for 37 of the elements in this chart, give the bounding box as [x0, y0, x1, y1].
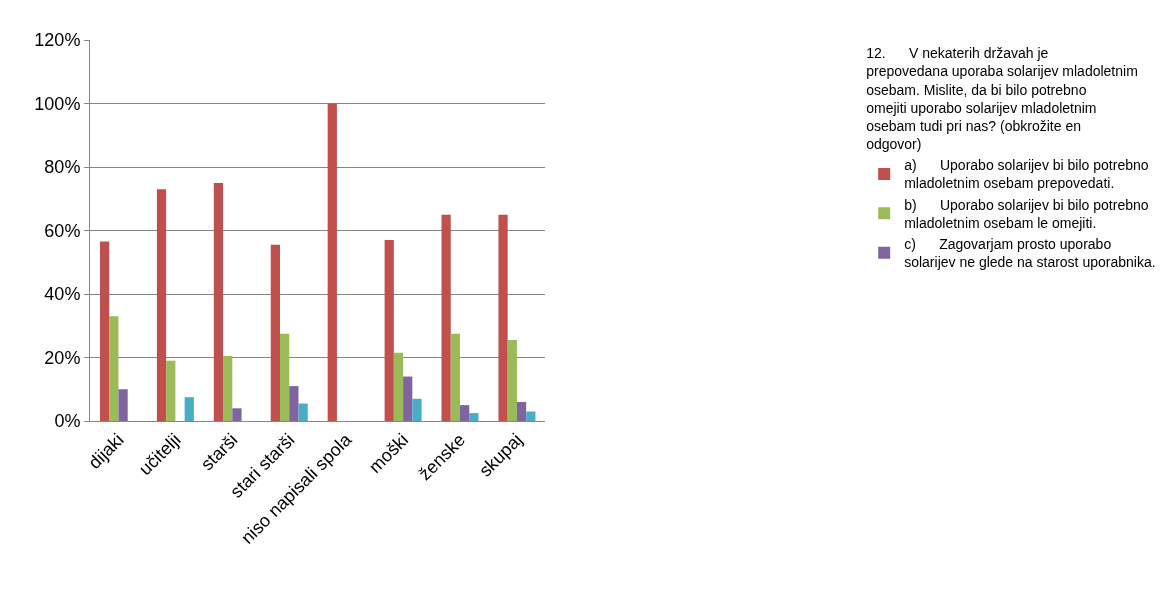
bar [498, 214, 508, 421]
bar [384, 240, 394, 421]
bar [166, 360, 176, 421]
bar [450, 333, 461, 421]
y-tick-label: 0% [54, 411, 81, 432]
bar [393, 352, 404, 421]
y-tick-label: 20% [44, 347, 81, 368]
legend-label: b) Uporabo solarijev bi bilo potrebno mladoletnim osebam le omejiti. [904, 196, 1149, 231]
bar [526, 411, 536, 421]
bar [223, 355, 233, 421]
bar [460, 405, 470, 421]
y-tick-label: 120% [34, 30, 81, 51]
bar [289, 386, 299, 421]
bar [412, 398, 422, 421]
y-tick-label: 60% [44, 220, 81, 241]
bar [118, 389, 128, 421]
bar [279, 333, 290, 421]
y-tick-label: 80% [44, 157, 81, 178]
bar [403, 376, 413, 421]
bar [516, 401, 527, 421]
bar [156, 189, 167, 421]
bar [327, 103, 337, 421]
legend-label: a) Uporabo solarijev bi bilo potrebno mladoletnim osebam prepovedati. [904, 157, 1149, 192]
bar [270, 244, 280, 421]
legend-label: c) Zagovarjam prosto uporabo solarijev ne glede na starost uporabnika. [904, 236, 1156, 271]
bar [184, 397, 194, 421]
bar [99, 241, 110, 421]
bar [469, 413, 479, 421]
bar [232, 408, 242, 421]
bar [298, 403, 308, 421]
bar [109, 316, 119, 421]
y-tick-label: 100% [34, 93, 81, 114]
legend-title: 12. V nekaterih državah je prepovedana uporaba solarijev mladoletnim osebam. Mislite, da bi bilo potrebno omejiti uporabo solarijev mladoletnim osebam tudi pri nas? (obkrožite en odgovor) [866, 45, 1138, 153]
bar [441, 214, 451, 421]
y-tick-label: 40% [44, 284, 81, 305]
bar [507, 340, 517, 421]
bar [213, 182, 224, 421]
